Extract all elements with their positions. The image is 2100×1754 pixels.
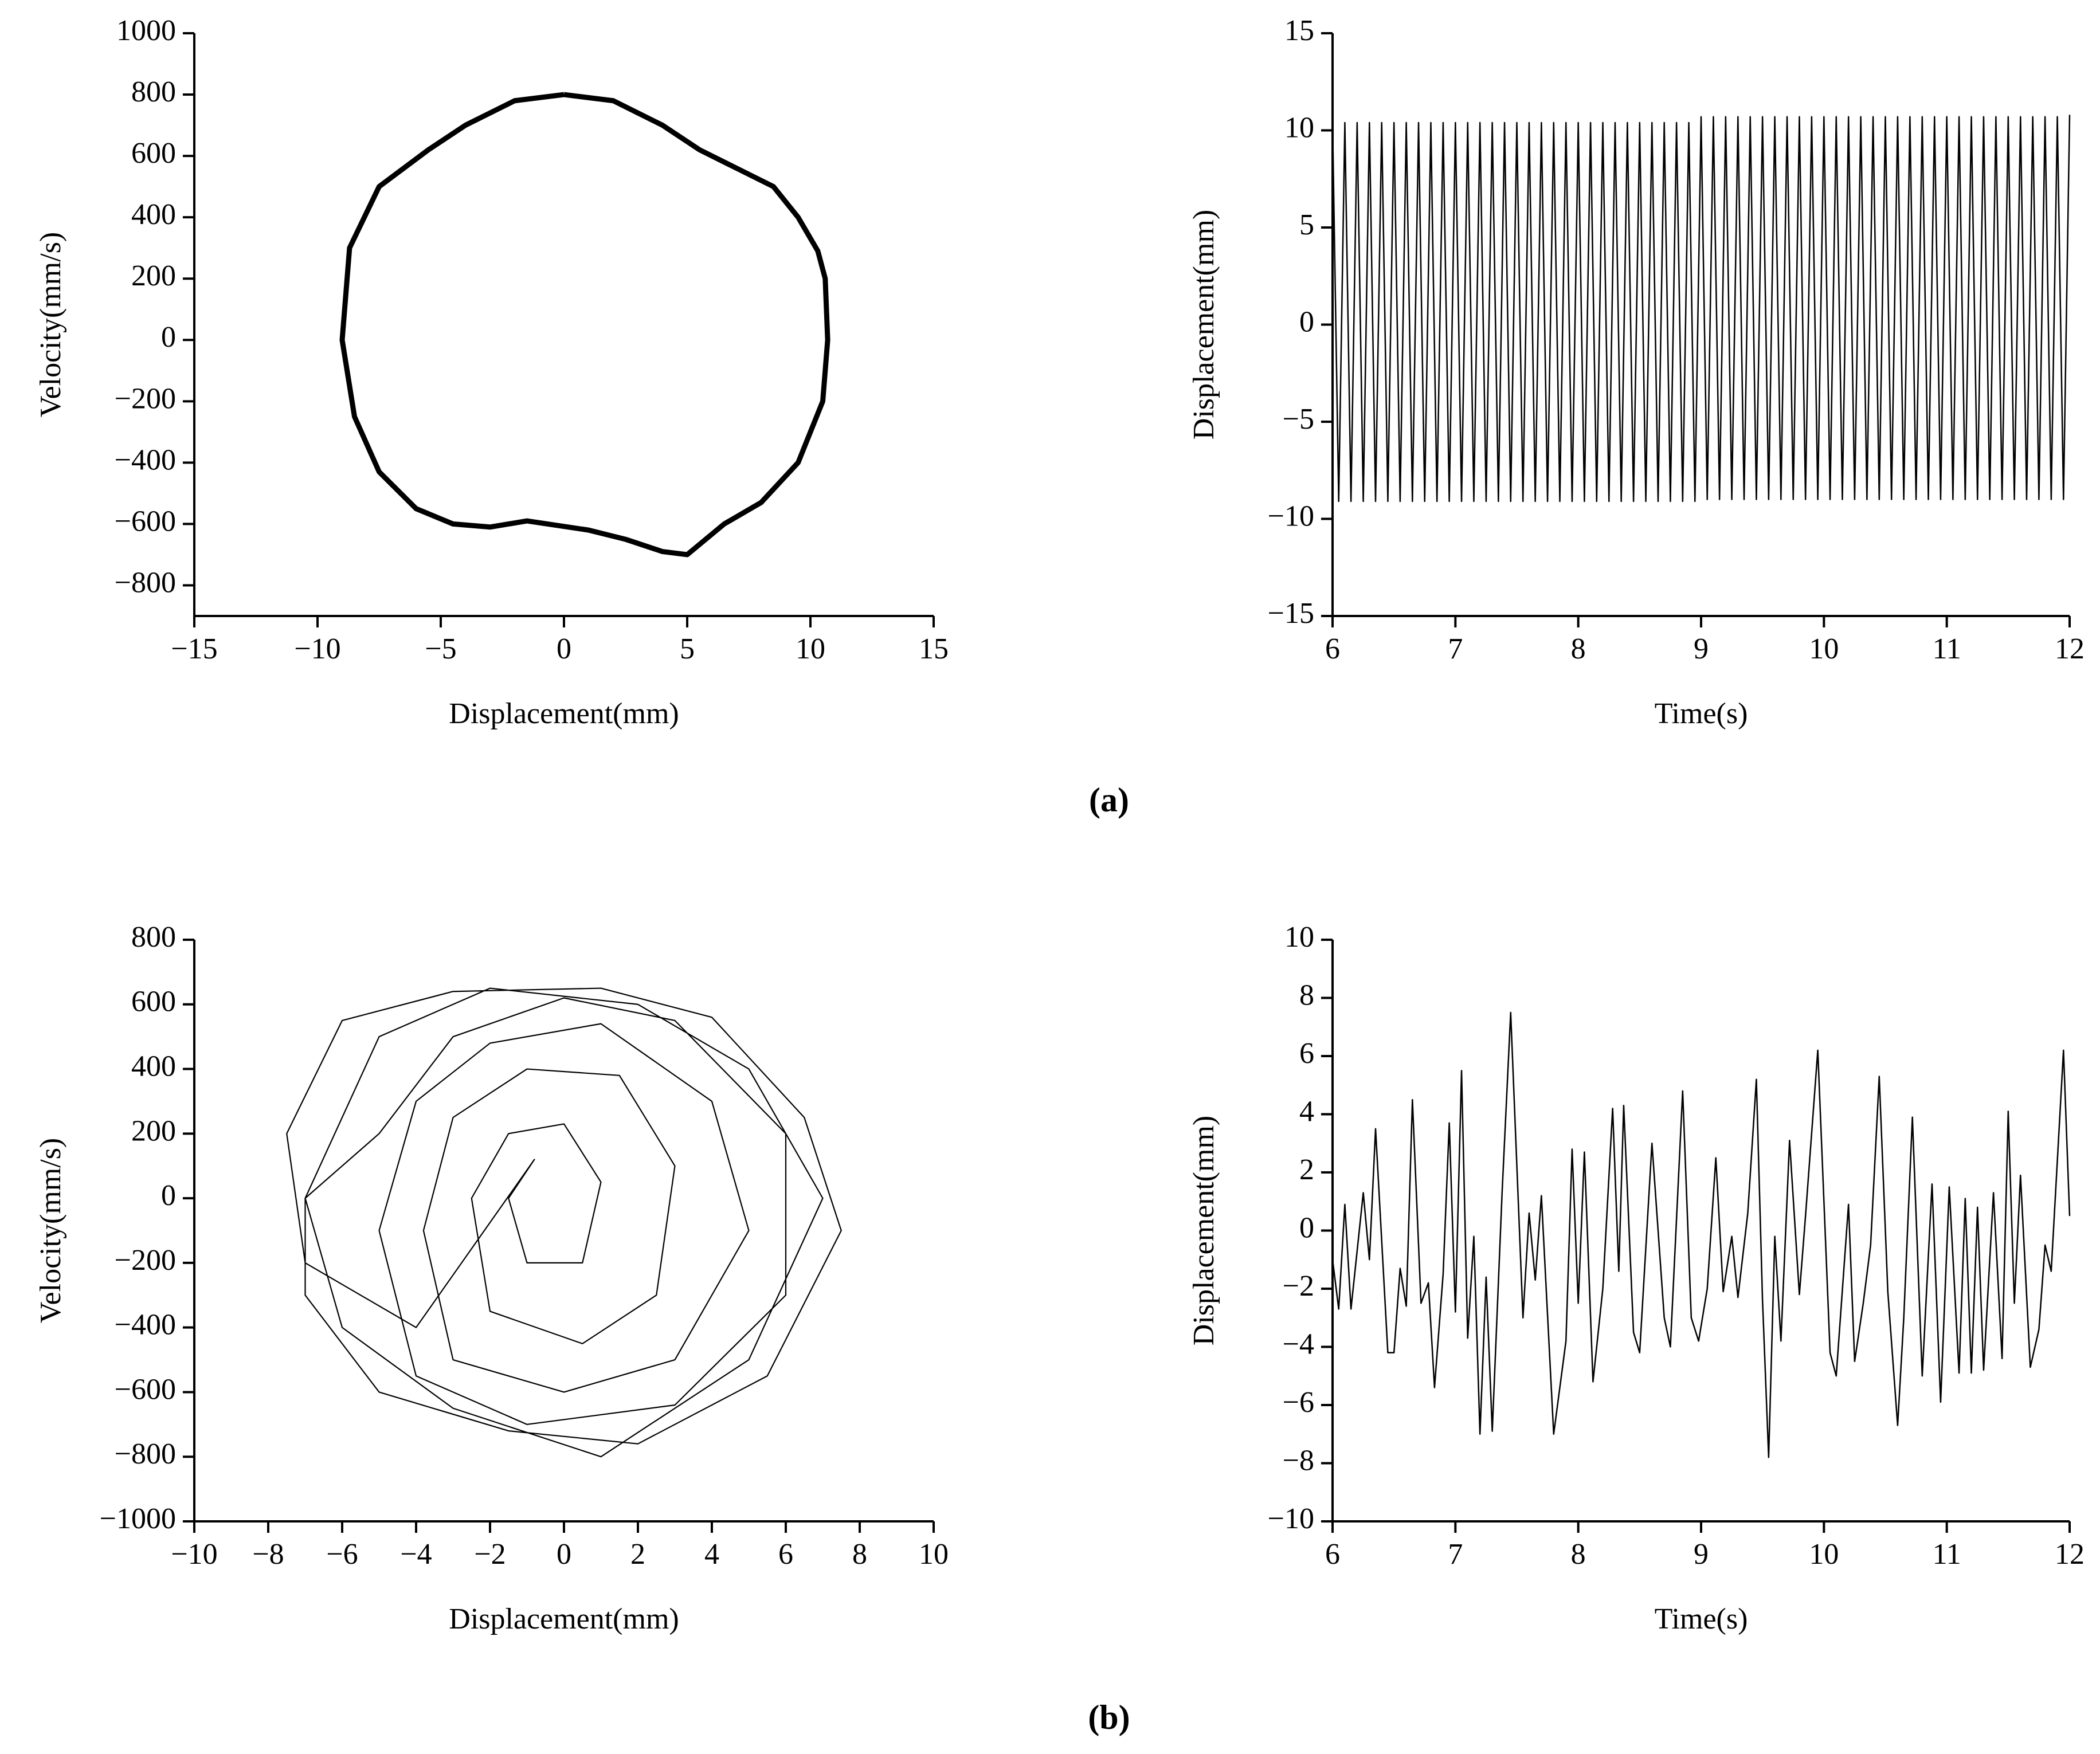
y-axis-label: Velocity(mm/s)	[34, 232, 67, 418]
x-tick-label: −4	[400, 1538, 432, 1571]
x-tick-label: 8	[852, 1538, 867, 1571]
y-tick-label: −200	[115, 1244, 176, 1277]
y-tick-label: 200	[131, 260, 176, 292]
y-tick-label: 400	[131, 1050, 176, 1082]
data-line	[339, 92, 830, 558]
y-tick-label: 4	[1299, 1095, 1314, 1128]
y-tick-label: −8	[1283, 1444, 1314, 1477]
x-tick-label: −15	[171, 633, 217, 665]
y-axis-label: Velocity(mm/s)	[34, 1138, 67, 1324]
x-tick-label: 6	[1325, 1538, 1340, 1571]
y-tick-label: 2	[1299, 1153, 1314, 1186]
x-tick-label: −10	[294, 633, 340, 665]
x-tick-label: 11	[1933, 633, 1961, 665]
x-tick-label: −2	[474, 1538, 506, 1571]
y-tick-label: 1000	[116, 14, 176, 47]
y-tick-label: −1000	[100, 1502, 176, 1535]
y-tick-label: 800	[131, 76, 176, 108]
x-tick-label: −5	[425, 633, 456, 665]
x-axis-label: Displacement(mm)	[449, 697, 679, 730]
x-tick-label: 4	[704, 1538, 719, 1571]
y-tick-label: −600	[115, 1373, 176, 1406]
y-tick-label: −5	[1283, 403, 1314, 435]
panel-label: (a)	[1089, 781, 1129, 819]
y-tick-label: −800	[115, 1438, 176, 1470]
x-axis-label: Time(s)	[1655, 697, 1748, 730]
y-tick-label: 15	[1284, 14, 1314, 47]
y-tick-label: −600	[115, 505, 176, 537]
x-tick-label: 8	[1571, 633, 1586, 665]
y-tick-label: −2	[1283, 1270, 1314, 1302]
y-tick-label: 800	[131, 921, 176, 953]
y-tick-label: 6	[1299, 1037, 1314, 1070]
x-axis-label: Displacement(mm)	[449, 1603, 679, 1635]
x-axis-label: Time(s)	[1655, 1603, 1748, 1635]
x-tick-label: 10	[1809, 633, 1839, 665]
panel-label: (b)	[1088, 1698, 1130, 1736]
x-tick-label: 0	[557, 633, 571, 665]
y-tick-label: 0	[161, 321, 176, 354]
y-tick-label: 600	[131, 137, 176, 170]
x-tick-label: 7	[1448, 633, 1463, 665]
x-tick-label: 15	[919, 633, 949, 665]
y-tick-label: −400	[115, 444, 176, 476]
y-tick-label: −10	[1268, 500, 1314, 532]
x-tick-label: 0	[557, 1538, 571, 1571]
y-tick-label: −10	[1268, 1502, 1314, 1535]
x-tick-label: 9	[1694, 633, 1709, 665]
x-tick-label: 10	[796, 633, 825, 665]
x-tick-label: 6	[778, 1538, 793, 1571]
y-tick-label: −6	[1283, 1386, 1314, 1419]
y-tick-label: 0	[161, 1179, 176, 1212]
y-tick-label: −400	[115, 1309, 176, 1341]
x-tick-label: 11	[1933, 1538, 1961, 1571]
x-tick-label: 10	[919, 1538, 949, 1571]
data-line	[1331, 115, 2071, 503]
data-line	[286, 987, 842, 1458]
y-tick-label: −200	[115, 382, 176, 415]
y-tick-label: 400	[131, 198, 176, 231]
x-tick-label: 9	[1694, 1538, 1709, 1571]
y-tick-label: 600	[131, 986, 176, 1018]
x-tick-label: −6	[326, 1538, 358, 1571]
y-tick-label: 0	[1299, 1211, 1314, 1244]
y-tick-label: 5	[1299, 209, 1314, 241]
x-tick-label: 2	[630, 1538, 645, 1571]
x-tick-label: −8	[252, 1538, 284, 1571]
x-tick-label: 10	[1809, 1538, 1839, 1571]
x-tick-label: 12	[2055, 633, 2085, 665]
y-tick-label: −15	[1268, 597, 1314, 630]
y-tick-label: 200	[131, 1115, 176, 1147]
x-tick-label: 6	[1325, 633, 1340, 665]
y-tick-label: −4	[1283, 1328, 1314, 1360]
y-tick-label: 10	[1284, 921, 1314, 953]
x-tick-label: 5	[680, 633, 695, 665]
y-tick-label: −800	[115, 566, 176, 599]
y-axis-label: Displacement(mm)	[1188, 1116, 1220, 1345]
x-tick-label: 7	[1448, 1538, 1463, 1571]
x-tick-label: 12	[2055, 1538, 2085, 1571]
x-tick-label: 8	[1571, 1538, 1586, 1571]
data-line	[1331, 1011, 2071, 1458]
y-axis-label: Displacement(mm)	[1188, 210, 1220, 440]
y-tick-label: 8	[1299, 979, 1314, 1011]
x-tick-label: −10	[171, 1538, 217, 1571]
y-tick-label: 0	[1299, 305, 1314, 338]
y-tick-label: 10	[1284, 111, 1314, 144]
